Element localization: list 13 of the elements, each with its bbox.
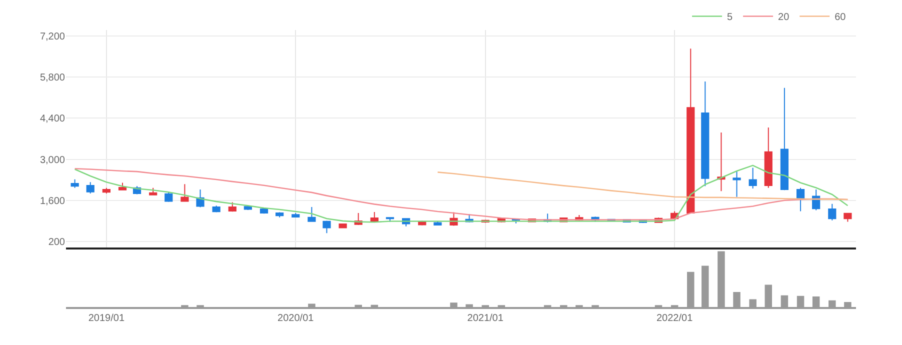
x-tick-label: 2019/01	[88, 313, 125, 324]
legend-label: 5	[727, 12, 734, 24]
y-tick-label: 1,600	[40, 196, 66, 207]
y-tick-label: 200	[48, 236, 66, 248]
y-tick-label: 3,000	[40, 154, 66, 166]
x-tick-label: 2022/01	[656, 313, 694, 324]
x-tick-label: 2021/01	[467, 313, 504, 324]
y-tick-label: 5,800	[40, 72, 66, 84]
y-tick-label: 4,400	[40, 114, 66, 125]
y-tick-label: 7,200	[40, 31, 66, 42]
legend-label: 20	[778, 12, 790, 24]
legend-label: 60	[834, 12, 846, 24]
x-tick-label: 2020/01	[278, 313, 314, 324]
